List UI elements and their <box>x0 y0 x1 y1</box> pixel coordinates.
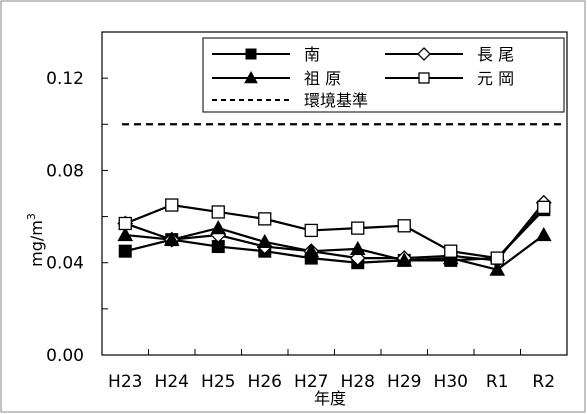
data-point <box>303 243 320 258</box>
x-axis-title: 年度 <box>314 389 346 408</box>
legend-label: 南 <box>304 45 320 64</box>
y-axis-title: mg/m3 <box>25 213 46 267</box>
y-tick-label: 0.00 <box>46 346 84 366</box>
x-tick-label: H25 <box>201 372 235 392</box>
data-point <box>396 252 413 267</box>
x-tick-label: H23 <box>108 372 142 392</box>
data-point <box>397 219 411 233</box>
data-point <box>351 221 365 235</box>
x-tick-label: H28 <box>341 372 375 392</box>
data-point <box>537 200 551 214</box>
legend-box <box>202 37 565 113</box>
y-tick-label: 0.08 <box>46 161 84 181</box>
legend-marker <box>244 70 258 84</box>
y-axis-title-text: mg/m <box>27 220 46 267</box>
data-point <box>304 223 318 238</box>
data-point <box>118 216 132 231</box>
data-point <box>163 231 180 246</box>
data-point <box>349 240 366 255</box>
data-point <box>258 212 272 226</box>
y-tick-label: 0.12 <box>46 69 84 89</box>
legend-label: 元 岡 <box>477 69 514 88</box>
series-line <box>124 202 545 262</box>
legend-marker <box>418 72 430 84</box>
data-point <box>117 226 134 242</box>
legend-label: 環境基準 <box>304 91 368 110</box>
legend-marker <box>245 48 257 60</box>
data-point <box>535 226 552 242</box>
legend-label: 祖 原 <box>304 69 341 88</box>
x-tick-label: R2 <box>532 372 555 392</box>
data-point <box>211 205 225 219</box>
series-line <box>125 226 545 271</box>
x-tick-label: H29 <box>387 372 421 392</box>
data-point <box>490 251 504 265</box>
data-point <box>118 244 132 258</box>
x-tick-label: H27 <box>294 372 328 392</box>
series-line <box>124 208 545 264</box>
legend-label: 長 尾 <box>477 45 514 64</box>
x-tick-label: H24 <box>155 372 189 392</box>
data-point <box>444 244 458 258</box>
data-point <box>256 233 273 249</box>
svg-text:mg/m3: mg/m3 <box>25 213 46 267</box>
series-line <box>124 203 545 260</box>
y-tick-label: 0.04 <box>46 254 84 274</box>
data-point <box>489 261 506 276</box>
x-tick-label: H30 <box>434 372 468 392</box>
x-tick-label: H26 <box>248 372 282 392</box>
y-axis-title-superscript: 3 <box>25 213 38 220</box>
x-tick-label: R1 <box>486 372 509 392</box>
data-point <box>210 220 227 235</box>
legend-marker <box>417 47 431 61</box>
data-point <box>165 198 179 212</box>
